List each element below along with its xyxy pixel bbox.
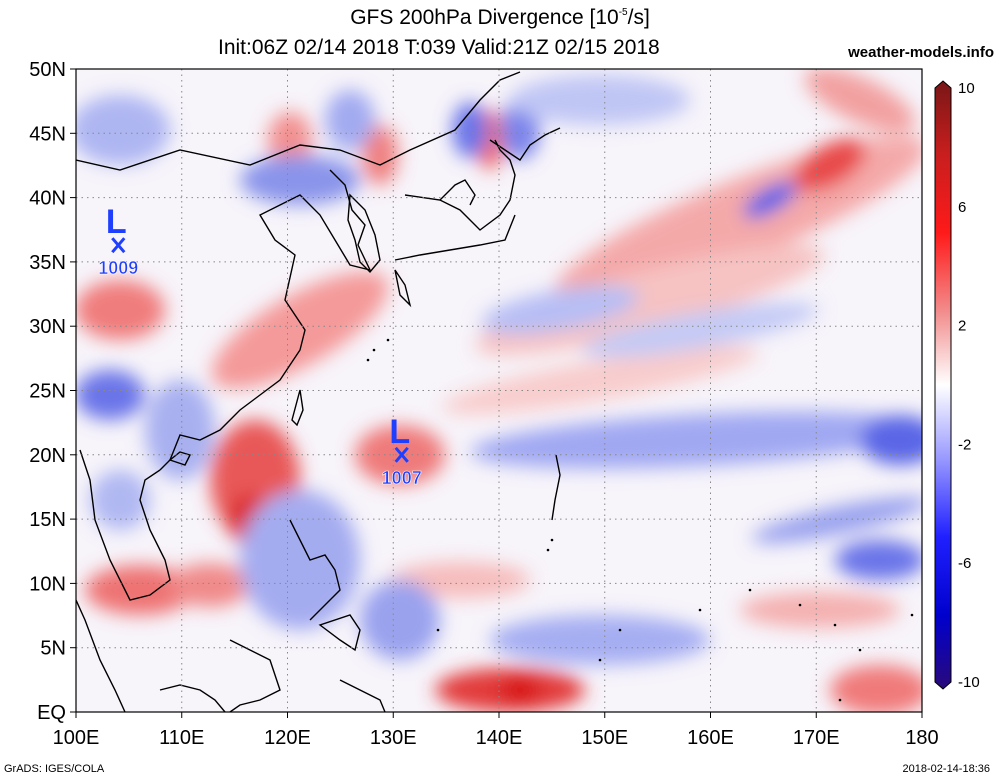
lat-label: 10N	[29, 573, 66, 595]
lat-label: 5N	[40, 638, 66, 660]
colorbar-scale	[934, 80, 952, 690]
colorbar-tick-label: 2	[958, 318, 966, 335]
lat-label: 40N	[29, 188, 66, 210]
low-pressure: 1007	[382, 468, 422, 488]
lon-label: 150E	[581, 727, 628, 749]
lat-label: 20N	[29, 445, 66, 467]
lon-label: 110E	[159, 727, 204, 749]
colorbar-tick-label: -10	[958, 674, 980, 691]
lat-label: 30N	[29, 316, 66, 338]
colorbar: 10 6 2 -2 -6 -10	[934, 80, 980, 691]
lon-label: 160E	[687, 727, 734, 749]
divergence-field	[76, 69, 922, 712]
lon-label: 140E	[476, 727, 523, 749]
lon-label: 120E	[264, 727, 311, 749]
footer-timestamp: 2018-02-14-18:36	[902, 763, 990, 775]
low-letter: L	[106, 203, 127, 241]
lon-label: 180	[905, 727, 938, 749]
lon-label: 130E	[370, 727, 417, 749]
footer-grads: GrADS: IGES/COLA	[4, 763, 105, 775]
low-center: L 1007	[381, 413, 422, 488]
colorbar-tick-label: 6	[958, 199, 966, 216]
lat-label: EQ	[37, 702, 66, 724]
low-x-mark	[111, 237, 126, 254]
lat-label: 35N	[29, 252, 66, 274]
colorbar-tick-label: 10	[958, 80, 975, 97]
low-letter: L	[389, 413, 410, 451]
lat-label: 45N	[29, 123, 66, 145]
chart-subtitle: Init:06Z 02/14 2018 T:039 Valid:21Z 02/1…	[218, 36, 660, 59]
low-markers: L 1009 L 1007	[98, 203, 422, 488]
small-islands	[366, 338, 914, 702]
lat-label: 25N	[29, 381, 66, 403]
coastlines	[76, 71, 561, 712]
colorbar-tick-label: -6	[958, 555, 971, 572]
low-center: L 1009	[98, 203, 139, 278]
axes: 100E 110E 120E 130E 140E 150E 160E 170E 180 EQ 5N 1…	[29, 59, 938, 749]
colorbar-tick-label: -2	[958, 436, 971, 453]
lon-label: 100E	[53, 727, 100, 749]
lon-label: 170E	[793, 727, 840, 749]
site-credit: weather-models.info	[848, 44, 994, 61]
chart-title: GFS 200hPa Divergence [10-5/s]	[350, 6, 650, 29]
lat-label: 15N	[29, 509, 66, 531]
lat-label: 50N	[29, 59, 66, 81]
low-pressure: 1009	[98, 258, 138, 278]
grid-lines	[76, 69, 922, 712]
low-x-mark	[394, 446, 409, 463]
